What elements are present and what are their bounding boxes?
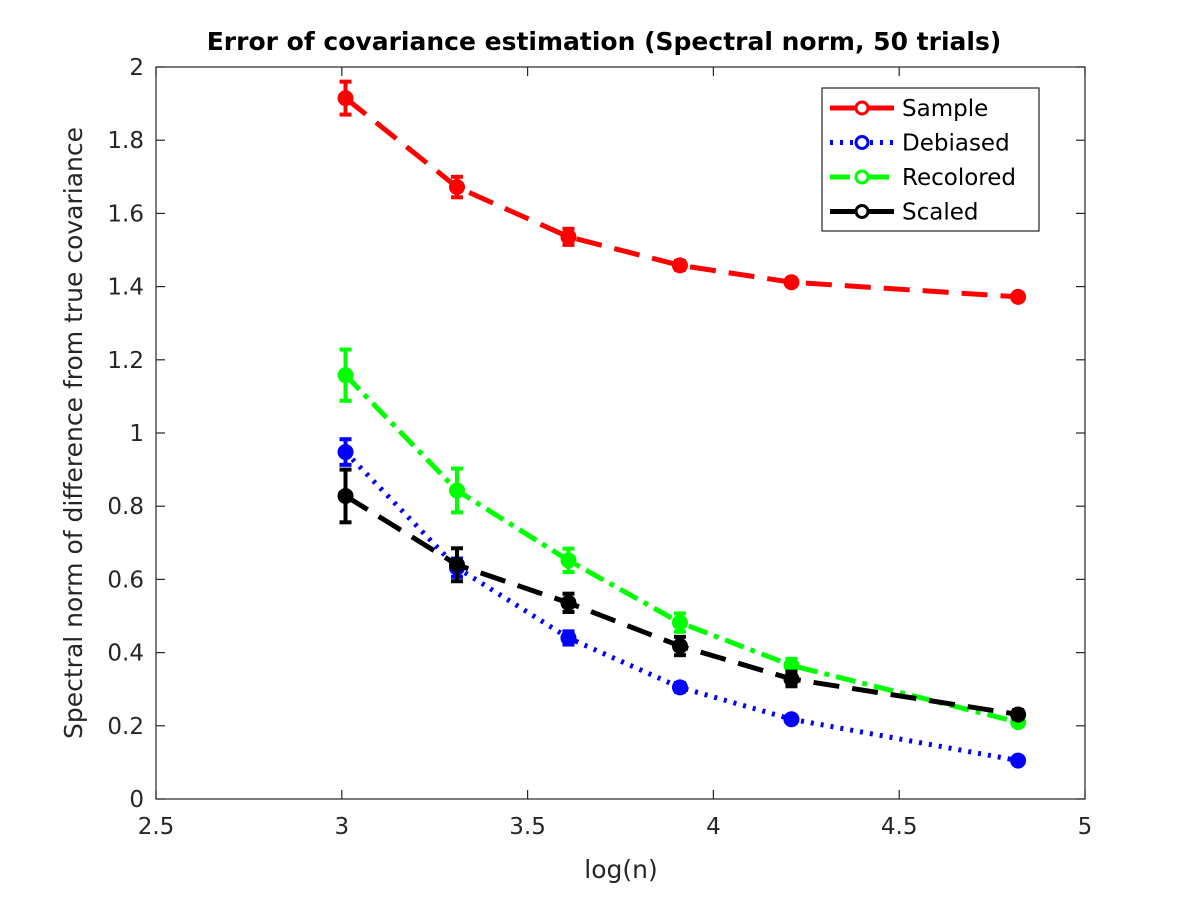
data-point — [337, 367, 354, 384]
data-point — [560, 594, 577, 611]
data-point — [671, 638, 688, 655]
y-tick-label: 0 — [129, 787, 144, 813]
data-point — [560, 629, 577, 646]
y-tick-label: 0.4 — [107, 641, 144, 667]
legend-marker — [854, 100, 870, 116]
data-point — [671, 614, 688, 631]
legend-marker — [854, 204, 870, 219]
series-debiased — [337, 437, 1027, 769]
legend: Sample Debiased Recolored Scaled — [821, 87, 1040, 232]
data-point — [337, 487, 354, 504]
x-tick-label: 3 — [334, 814, 349, 840]
y-tick-label: 1.4 — [107, 275, 144, 301]
data-point — [783, 274, 800, 291]
x-tick-label: 3.5 — [509, 814, 546, 840]
data-point — [560, 228, 577, 245]
data-point — [560, 552, 577, 569]
series-sample — [337, 79, 1027, 305]
y-tick-label: 1.2 — [107, 348, 144, 374]
legend-label: Debiased — [902, 131, 1010, 157]
series-line — [343, 96, 1019, 300]
data-point — [783, 670, 800, 687]
x-tick-label: 4 — [706, 814, 721, 840]
series-line — [343, 373, 1019, 725]
y-tick-label: 0.2 — [107, 714, 144, 740]
data-point — [448, 556, 465, 573]
x-tick-label: 4.5 — [881, 814, 918, 840]
axis-ticks: 2.5 3 3.5 4 4.5 5 0 0.2 0.4 0.6 0.8 1 1.2 1.4 1.6 1.8 2 — [107, 55, 1092, 840]
x-axis-label: log(n) — [584, 855, 657, 884]
data-point — [783, 711, 800, 728]
data-point — [448, 482, 465, 499]
legend-label: Recolored — [902, 165, 1016, 191]
y-tick-label: 1 — [129, 421, 144, 447]
x-tick-label: 2.5 — [138, 814, 175, 840]
data-point — [337, 90, 354, 107]
series-line — [344, 493, 1019, 717]
data-point — [1010, 752, 1027, 769]
series-scaled — [337, 467, 1027, 723]
y-tick-label: 2 — [129, 55, 144, 81]
data-point — [337, 444, 354, 461]
y-axis-label: Spectral norm of difference from true co… — [59, 127, 88, 739]
y-tick-label: 0.8 — [107, 494, 144, 520]
y-tick-label: 0.6 — [107, 567, 144, 593]
data-point — [1010, 288, 1027, 305]
legend-label: Scaled — [902, 200, 978, 226]
data-point — [448, 179, 465, 196]
legend-label: Sample — [902, 96, 988, 122]
legend-marker — [854, 135, 870, 150]
data-point — [1010, 706, 1027, 723]
y-tick-label: 1.6 — [107, 201, 144, 227]
data-point — [671, 679, 688, 696]
data-point — [671, 257, 688, 274]
x-tick-label: 5 — [1078, 814, 1093, 840]
y-tick-label: 1.8 — [107, 128, 144, 154]
series-layer — [337, 79, 1027, 769]
chart-title: Error of covariance estimation (Spectral… — [207, 27, 1002, 56]
series-recolored — [337, 347, 1027, 731]
legend-marker — [854, 169, 870, 185]
